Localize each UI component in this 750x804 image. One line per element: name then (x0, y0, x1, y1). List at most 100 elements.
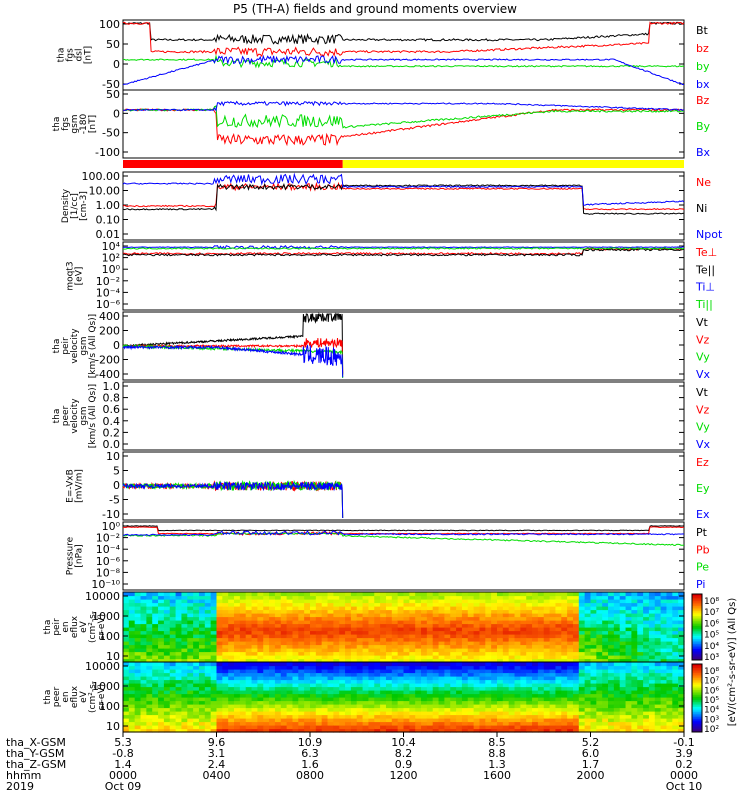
spec-cell (602, 613, 609, 618)
spec-cell (128, 648, 136, 653)
spec-cell (572, 669, 580, 674)
spec-cell (327, 669, 334, 674)
spec-cell (613, 634, 621, 639)
spec-cell (403, 714, 410, 719)
spec-cell (660, 595, 668, 600)
spec-cell (648, 728, 656, 733)
spec-cell (584, 595, 592, 600)
spec-cell (228, 697, 235, 702)
spec-cell (625, 662, 633, 667)
spec-cell (660, 606, 668, 611)
colorbar-cell (692, 615, 702, 618)
spec-cell (286, 641, 294, 646)
spec-cell (134, 690, 142, 695)
spec-cell (584, 718, 592, 723)
spec-cell (245, 613, 253, 618)
spec-cell (216, 665, 223, 670)
spec-cell (602, 609, 609, 614)
spec-cell (403, 648, 410, 653)
spec-cell (479, 637, 486, 642)
spec-cell (578, 686, 586, 691)
spec-cell (502, 630, 510, 635)
spec-cell (380, 651, 387, 656)
spec-cell (572, 634, 580, 639)
spec-cell (514, 616, 521, 621)
spec-cell (473, 655, 481, 660)
spec-cell (292, 651, 299, 656)
series-line-bz (122, 21, 685, 58)
spec-cell (561, 662, 568, 667)
spec-cell (163, 662, 171, 667)
spec-cell (631, 700, 638, 705)
spec-cell (590, 725, 597, 730)
spec-cell (216, 620, 223, 625)
spec-cell (292, 721, 299, 726)
spec-cell (578, 669, 586, 674)
spec-cell (532, 606, 539, 611)
spec-cell (479, 686, 486, 691)
spec-cell (467, 592, 475, 597)
y-axis-label: eV (79, 690, 89, 703)
spec-cell (561, 721, 568, 726)
spec-cell (572, 599, 580, 604)
spec-cell (146, 697, 153, 702)
spec-cell (461, 721, 469, 726)
spec-cell (134, 599, 142, 604)
spec-cell (438, 648, 446, 653)
spec-cell (450, 686, 457, 691)
spec-cell (631, 714, 638, 719)
spec-cell (660, 613, 668, 618)
legend-Ez: Ez (696, 456, 709, 469)
spec-cell (310, 725, 317, 730)
spec-cell (228, 686, 235, 691)
spec-cell (648, 658, 656, 663)
y-tick-label: -400 (95, 368, 120, 381)
spec-cell (222, 714, 229, 719)
spec-cell (128, 637, 136, 642)
spec-cell (631, 602, 638, 607)
spec-cell (152, 683, 159, 688)
colorbar-tick: 10⁸ (704, 667, 719, 677)
colorbar-tick: 10⁵ (704, 696, 719, 706)
spec-cell (222, 630, 229, 635)
spec-cell (461, 711, 469, 716)
spec-cell (602, 686, 609, 691)
spec-cell (204, 693, 212, 698)
spec-cell (286, 707, 294, 712)
colorbar-tick: 10⁴ (704, 642, 719, 652)
spec-cell (526, 707, 533, 712)
spec-cell (520, 711, 527, 716)
spec-cell (537, 672, 545, 677)
spec-cell (461, 686, 469, 691)
spec-cell (532, 679, 539, 684)
spec-cell (251, 592, 259, 597)
spec-cell (508, 655, 516, 660)
spec-cell (596, 707, 603, 712)
spec-cell (257, 721, 264, 726)
spec-cell (672, 637, 679, 642)
spec-cell (643, 606, 650, 611)
spec-cell (339, 641, 346, 646)
spec-cell (210, 641, 218, 646)
spec-cell (508, 648, 516, 653)
spec-cell (672, 606, 679, 611)
colorbar-cell (692, 607, 702, 610)
spec-cell (613, 693, 621, 698)
spec-cell (187, 704, 194, 709)
spec-cell (532, 616, 539, 621)
spec-cell (239, 718, 247, 723)
spec-cell (292, 595, 299, 600)
spec-cell (269, 669, 276, 674)
spec-cell (415, 683, 422, 688)
colorbar-cell (692, 715, 702, 718)
spec-cell (222, 665, 229, 670)
spec-cell (368, 679, 375, 684)
spec-cell (520, 714, 527, 719)
spec-cell (467, 623, 475, 628)
spec-cell (502, 721, 510, 726)
spec-cell (193, 658, 200, 663)
spec-cell (625, 704, 633, 709)
spec-cell (158, 707, 165, 712)
spec-cell (473, 704, 481, 709)
y-tick-label: 10.00 (89, 185, 121, 198)
